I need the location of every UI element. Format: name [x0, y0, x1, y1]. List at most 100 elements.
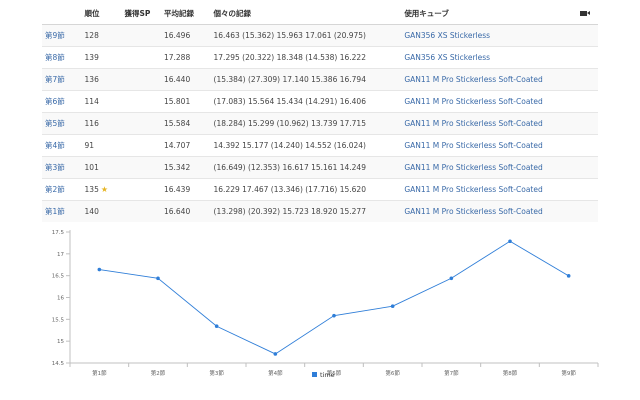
- table-row: 第3節 101 15.342 (16.649) (12.353) 16.617 15.…: [42, 156, 598, 179]
- cube-cell: GAN11 M Pro Stickerless Soft-Coated: [401, 200, 576, 222]
- avg-cell: 15.342: [163, 163, 191, 172]
- video-cell: [575, 156, 598, 179]
- round-link[interactable]: 第5節: [45, 119, 65, 128]
- table-row: 第9節 128 16.496 16.463 (15.362) 15.963 17.06…: [42, 24, 598, 47]
- legend-label[interactable]: time: [320, 371, 335, 379]
- sp-cell: [121, 134, 161, 157]
- video-cell: [575, 46, 598, 69]
- header-times: 個々の記録: [210, 3, 402, 25]
- sp-cell: [121, 112, 161, 135]
- rank-cell: 140: [84, 207, 99, 216]
- data-point: [332, 313, 336, 318]
- sp-cell: [121, 90, 161, 113]
- table-row: 第2節 135 ★ 16.439 16.229 17.467 (13.346) (17.…: [42, 178, 598, 201]
- round-link[interactable]: 第6節: [45, 97, 65, 106]
- cube-cell: GAN11 M Pro Stickerless Soft-Coated: [401, 178, 576, 201]
- cube-link[interactable]: GAN356 XS Stickerless: [404, 31, 491, 40]
- times-cell: 16.229 17.467 (13.346) (17.716) 15.620: [210, 178, 402, 201]
- times-cell: (17.083) 15.564 15.434 (14.291) 16.406: [210, 90, 402, 113]
- cube-link[interactable]: GAN11 M Pro Stickerless Soft-Coated: [404, 75, 543, 84]
- rank-cell: 116: [84, 119, 99, 128]
- cube-link[interactable]: GAN11 M Pro Stickerless Soft-Coated: [404, 119, 543, 128]
- x-tick-label: 第3節: [209, 369, 224, 377]
- cube-cell: GAN11 M Pro Stickerless Soft-Coated: [401, 68, 576, 91]
- times-cell: 17.295 (20.322) 18.348 (14.538) 16.222: [210, 46, 402, 69]
- sp-cell: [121, 156, 161, 179]
- table-row: 第4節 91 14.707 14.392 15.177 (14.240) 14.552…: [42, 134, 598, 157]
- avg-cell: 17.288: [160, 46, 211, 69]
- legend-marker[interactable]: [312, 372, 317, 377]
- data-point: [566, 274, 571, 278]
- header-video: [575, 3, 598, 25]
- avg-cell: 15.801: [160, 90, 211, 113]
- avg-cell: 17.288: [163, 53, 191, 62]
- header-rank: 順位: [81, 3, 122, 25]
- y-tick-label: 16: [57, 296, 64, 302]
- x-tick-label: 第8節: [503, 369, 518, 377]
- cube-link[interactable]: GAN11 M Pro Stickerless Soft-Coated: [404, 207, 543, 216]
- avg-cell: 16.440: [163, 75, 191, 84]
- avg-cell: 15.584: [163, 119, 191, 128]
- x-tick-label: 第5節: [327, 369, 342, 377]
- round-link[interactable]: 第3節: [45, 163, 65, 172]
- times-cell: (16.649) (12.353) 16.617 15.161 14.249: [210, 156, 402, 179]
- y-tick-label: 17: [57, 252, 64, 258]
- table-row: 第8節 139 17.288 17.295 (20.322) 18.348 (14.5…: [42, 46, 598, 69]
- data-point: [273, 352, 278, 356]
- rank-cell: 114: [81, 90, 122, 113]
- round-link[interactable]: 第8節: [45, 53, 65, 62]
- data-point: [390, 304, 395, 308]
- sp-cell: [121, 178, 161, 201]
- rank-cell: 135 ★: [81, 178, 122, 201]
- rank-cell: 101: [84, 163, 99, 172]
- times-cell: 14.392 15.177 (14.240) 14.552 (16.024): [213, 141, 366, 150]
- round-link[interactable]: 第2節: [45, 185, 65, 194]
- cube-cell: GAN356 XS Stickerless: [401, 24, 576, 47]
- round-link[interactable]: 第9節: [45, 31, 65, 40]
- cube-cell: GAN11 M Pro Stickerless Soft-Coated: [401, 134, 576, 157]
- avg-cell: 14.707: [163, 141, 191, 150]
- sp-cell: [121, 68, 161, 91]
- rank-cell: 135: [84, 185, 99, 194]
- rank-cell: 140: [81, 200, 122, 222]
- avg-cell: 16.440: [160, 68, 211, 91]
- avg-cell: 15.801: [163, 97, 191, 106]
- rank-cell: 139: [84, 53, 99, 62]
- cube-link[interactable]: GAN11 M Pro Stickerless Soft-Coated: [404, 141, 543, 150]
- avg-cell: 16.640: [160, 200, 211, 222]
- y-tick-label: 15.5: [52, 317, 65, 323]
- round-cell: 第2節: [42, 178, 82, 201]
- rank-cell: 101: [81, 156, 122, 179]
- sp-cell: [121, 200, 161, 222]
- x-tick-label: 第9節: [561, 369, 576, 377]
- cube-link[interactable]: GAN11 M Pro Stickerless Soft-Coated: [404, 163, 543, 172]
- cube-link[interactable]: GAN356 XS Stickerless: [404, 53, 491, 62]
- cube-link[interactable]: GAN11 M Pro Stickerless Soft-Coated: [404, 97, 543, 106]
- round-cell: 第3節: [42, 156, 82, 179]
- round-link[interactable]: 第7節: [45, 75, 65, 84]
- rank-cell: 114: [84, 97, 99, 106]
- data-point: [214, 324, 219, 329]
- data-point: [449, 276, 454, 281]
- times-cell: 16.229 17.467 (13.346) (17.716) 15.620: [213, 185, 366, 194]
- x-tick-label: 第4節: [268, 369, 283, 377]
- video-camera-icon[interactable]: [580, 11, 591, 16]
- table-row: 第1節 140 16.640 (13.298) (20.392) 15.723 18.…: [42, 200, 598, 222]
- cube-cell: GAN11 M Pro Stickerless Soft-Coated: [401, 112, 576, 135]
- sp-cell: [121, 24, 161, 47]
- sp-cell: [121, 46, 161, 69]
- header-round: [42, 3, 82, 25]
- video-cell: [575, 178, 598, 201]
- table-header-row: 順位 獲得SP 平均記録 個々の記録 使用キューブ: [42, 3, 598, 25]
- cube-cell: GAN356 XS Stickerless: [401, 46, 576, 69]
- times-cell: (15.384) (27.309) 17.140 15.386 16.794: [213, 75, 366, 84]
- round-link[interactable]: 第1節: [45, 207, 65, 216]
- x-tick-label: 第6節: [385, 369, 400, 377]
- round-cell: 第6節: [42, 90, 82, 113]
- avg-cell: 16.439: [160, 178, 211, 201]
- video-cell: [575, 134, 598, 157]
- avg-cell: 15.584: [160, 112, 211, 135]
- table-row: 第5節 116 15.584 (18.284) 15.299 (10.962) 13.…: [42, 112, 598, 135]
- cube-link[interactable]: GAN11 M Pro Stickerless Soft-Coated: [404, 185, 543, 194]
- round-link[interactable]: 第4節: [45, 141, 65, 150]
